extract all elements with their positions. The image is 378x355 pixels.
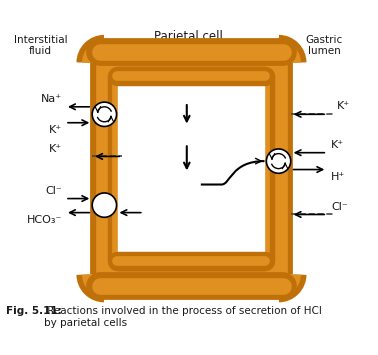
Text: Na⁺: Na⁺ <box>41 94 62 104</box>
Bar <box>118 77 265 260</box>
Text: K⁺: K⁺ <box>331 140 344 150</box>
Text: CO₂ + H₂O: CO₂ + H₂O <box>156 86 218 99</box>
Text: Reactions involved in the process of secretion of HCl
by parietal cells: Reactions involved in the process of sec… <box>45 306 322 328</box>
Circle shape <box>266 149 291 173</box>
Text: H⁺: H⁺ <box>189 178 204 191</box>
Text: Carbonic
anhydrase: Carbonic anhydrase <box>191 104 246 125</box>
Text: K⁺: K⁺ <box>49 144 62 154</box>
Text: Cl⁻: Cl⁻ <box>45 186 62 196</box>
Text: Fig. 5.11:: Fig. 5.11: <box>6 306 62 316</box>
Text: H₂CO₃: H₂CO₃ <box>169 127 204 141</box>
Text: K⁺: K⁺ <box>49 125 62 135</box>
Text: Interstitial
fluid: Interstitial fluid <box>14 35 68 56</box>
Text: +: + <box>174 178 184 191</box>
Text: HCO₃⁻: HCO₃⁻ <box>27 215 62 225</box>
Text: Cl⁻: Cl⁻ <box>331 202 348 212</box>
Text: Parietal cell: Parietal cell <box>154 30 223 43</box>
Text: K⁺: K⁺ <box>336 102 350 111</box>
Text: Gastric
lumen: Gastric lumen <box>306 35 343 56</box>
Circle shape <box>92 193 116 217</box>
Bar <box>105 64 277 273</box>
Text: HCO₃⁻: HCO₃⁻ <box>149 197 187 210</box>
Circle shape <box>92 102 116 126</box>
Text: HCO₃⁻: HCO₃⁻ <box>137 178 175 191</box>
Text: H⁺: H⁺ <box>331 172 345 182</box>
